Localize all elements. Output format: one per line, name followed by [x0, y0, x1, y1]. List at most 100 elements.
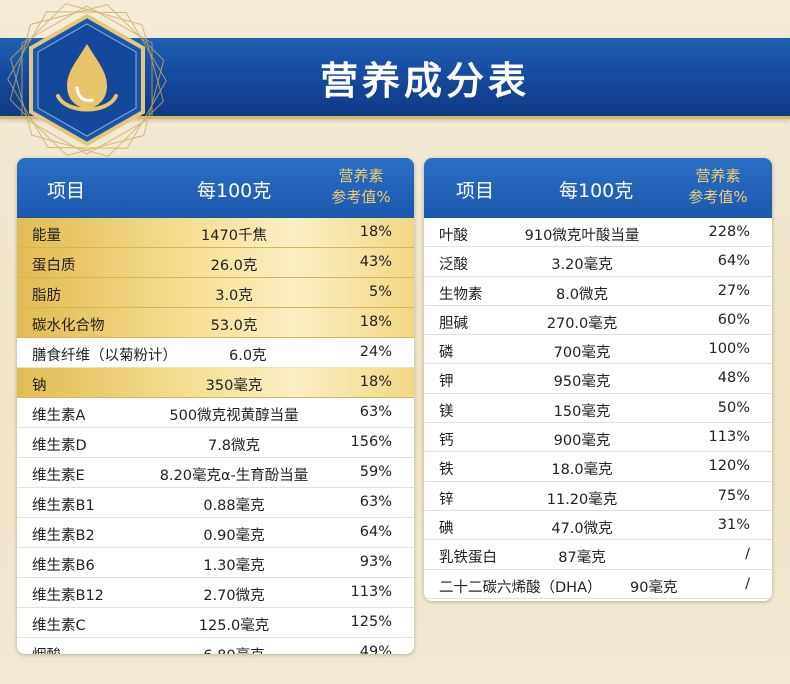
nutrient-name: 维生素B1: [32, 498, 95, 514]
nutrient-nrv: 59%: [359, 464, 392, 480]
nutrient-amount: 8.0微克: [555, 286, 609, 303]
nutrient-nrv: /: [745, 546, 750, 563]
table-row: 叶酸 910微克叶酸当量 228%: [424, 218, 772, 248]
nutrient-amount: 26.0克: [210, 258, 258, 274]
nutrient-name: 维生素D: [32, 438, 87, 454]
nutrient-amount: 350毫克: [205, 378, 263, 394]
table-row: 膳食纤维（以菊粉计） 6.0克 24%: [17, 338, 414, 368]
nutrient-amount: 1470千焦: [201, 228, 267, 244]
nutrient-name: 维生素C: [32, 618, 86, 634]
nutrient-nrv: 48%: [717, 370, 750, 387]
nutrient-name: 二十二碳六烯酸（DHA）: [439, 579, 602, 596]
table-row: 维生素C 125.0毫克 125%: [17, 608, 414, 638]
table-row: 维生素E 8.20毫克α-生育酚当量 59%: [17, 458, 414, 488]
nutrient-name: 钠: [32, 378, 47, 394]
nutrient-amount: 0.88毫克: [203, 498, 265, 514]
table-header: 项目 每100克 营养素 参考值%: [424, 158, 772, 218]
nutrient-amount: 18.0毫克: [551, 462, 613, 479]
nutrient-nrv: 27%: [717, 282, 750, 299]
nutrient-nrv: 49%: [359, 644, 392, 654]
nutrition-table-right: 项目 每100克 营养素 参考值% 叶酸 910微克叶酸当量 228% 泛酸 3.20毫…: [424, 158, 772, 601]
nutrient-nrv: 50%: [717, 399, 750, 416]
table-row: 蛋白质 26.0克 43%: [17, 248, 414, 278]
nutrient-name: 锌: [439, 491, 454, 508]
nutrient-nrv: 18%: [359, 374, 392, 390]
nutrient-name: 磷: [439, 345, 454, 362]
nutrient-nrv: 75%: [717, 487, 750, 504]
table-body: 能量 1470千焦 18% 蛋白质 26.0克 43% 脂肪 3.0克 5% 碳水化合物 53.0克…: [17, 218, 414, 654]
table-row: 钾 950毫克 48%: [424, 364, 772, 394]
nutrient-name: 维生素B2: [32, 528, 95, 544]
nutrient-name: 钾: [439, 374, 454, 391]
nutrient-nrv: 113%: [350, 584, 392, 600]
table-row: 维生素B6 1.30毫克 93%: [17, 548, 414, 578]
table-row: 维生素D 7.8微克 156%: [17, 428, 414, 458]
nutrient-name: 维生素E: [32, 468, 85, 484]
nutrient-nrv: 64%: [717, 253, 750, 270]
nutrient-name: 乳铁蛋白: [439, 550, 497, 567]
nutrient-amount: 270.0毫克: [546, 315, 618, 332]
nutrient-nrv: 93%: [359, 554, 392, 570]
nutrient-nrv: 100%: [708, 341, 750, 358]
nutrient-amount: 3.20毫克: [551, 257, 613, 274]
nutrient-amount: 950毫克: [553, 374, 611, 391]
nutrient-nrv: 228%: [708, 224, 750, 240]
table-row: 镁 150毫克 50%: [424, 394, 772, 424]
header-per100: 每100克: [559, 180, 634, 202]
nutrient-nrv: 63%: [359, 494, 392, 510]
nutrient-name: 维生素B12: [32, 588, 104, 604]
nutrient-amount: 0.90毫克: [203, 528, 265, 544]
table-header: 项目 每100克 营养素 参考值%: [17, 158, 414, 218]
nutrient-nrv: 43%: [359, 254, 392, 270]
nutrient-name: 能量: [32, 228, 61, 244]
nutrient-amount: 900毫克: [553, 433, 611, 450]
table-row: 碳水化合物 53.0克 18%: [17, 308, 414, 338]
nutrient-amount: 150毫克: [553, 403, 611, 420]
nutrient-name: 维生素A: [32, 408, 86, 424]
table-row: 乳铁蛋白 87毫克 /: [424, 540, 772, 570]
nutrient-nrv: 31%: [717, 516, 750, 533]
header-per100: 每100克: [197, 180, 272, 202]
nutrient-name: 泛酸: [439, 257, 468, 274]
table-row: 二十二碳六烯酸（DHA） 90毫克 /: [424, 570, 772, 599]
nutrient-nrv: 125%: [350, 614, 392, 630]
nutrient-nrv: /: [745, 575, 750, 592]
nutrient-amount: 3.0克: [215, 288, 253, 304]
table-row: 钙 900毫克 113%: [424, 423, 772, 453]
table-row: 胆碱 270.0毫克 60%: [424, 306, 772, 336]
table-row: 碘 47.0微克 31%: [424, 511, 772, 541]
table-row: 能量 1470千焦 18%: [17, 218, 414, 248]
nutrient-amount: 700毫克: [553, 345, 611, 362]
table-row: 维生素B1 0.88毫克 63%: [17, 488, 414, 518]
nutrient-nrv: 5%: [368, 284, 392, 300]
nutrient-amount: 1.30毫克: [203, 558, 265, 574]
nutrient-name: 膳食纤维（以菊粉计）: [32, 348, 177, 364]
nutrient-name: 钙: [439, 433, 454, 450]
nutrient-name: 生物素: [439, 286, 483, 303]
table-row: 维生素A 500微克视黄醇当量 63%: [17, 398, 414, 428]
nutrient-nrv: 120%: [708, 458, 750, 475]
nutrient-name: 脂肪: [32, 288, 61, 304]
nutrient-nrv: 156%: [350, 434, 392, 450]
nutrient-name: 碘: [439, 520, 454, 537]
header-nrv: 营养素 参考值%: [688, 167, 748, 206]
nutrient-name: 胆碱: [439, 315, 468, 332]
nutrient-nrv: 60%: [717, 311, 750, 328]
nutrient-name: 铁: [439, 462, 454, 479]
nutrient-amount: 8.20毫克α-生育酚当量: [159, 468, 309, 484]
page-title: 营养成分表: [320, 59, 531, 103]
nutrient-nrv: 64%: [359, 524, 392, 540]
nutrient-nrv: 24%: [359, 344, 392, 360]
nutrient-nrv: 18%: [359, 314, 392, 330]
table-row: 脂肪 3.0克 5%: [17, 278, 414, 308]
nutrient-amount: 6.80毫克: [203, 644, 264, 654]
nutrient-amount: 87毫克: [558, 550, 606, 567]
table-row: 钠 350毫克 18%: [17, 368, 414, 398]
header-item: 项目: [47, 180, 86, 202]
header-nrv: 营养素 参考值%: [331, 167, 391, 206]
nutrient-amount: 125.0毫克: [198, 618, 270, 634]
nutrient-amount: 90毫克: [630, 579, 678, 596]
nutrient-amount: 53.0克: [210, 318, 258, 334]
table-row: 生物素 8.0微克 27%: [424, 277, 772, 306]
nutrient-name: 烟酸: [32, 644, 61, 654]
